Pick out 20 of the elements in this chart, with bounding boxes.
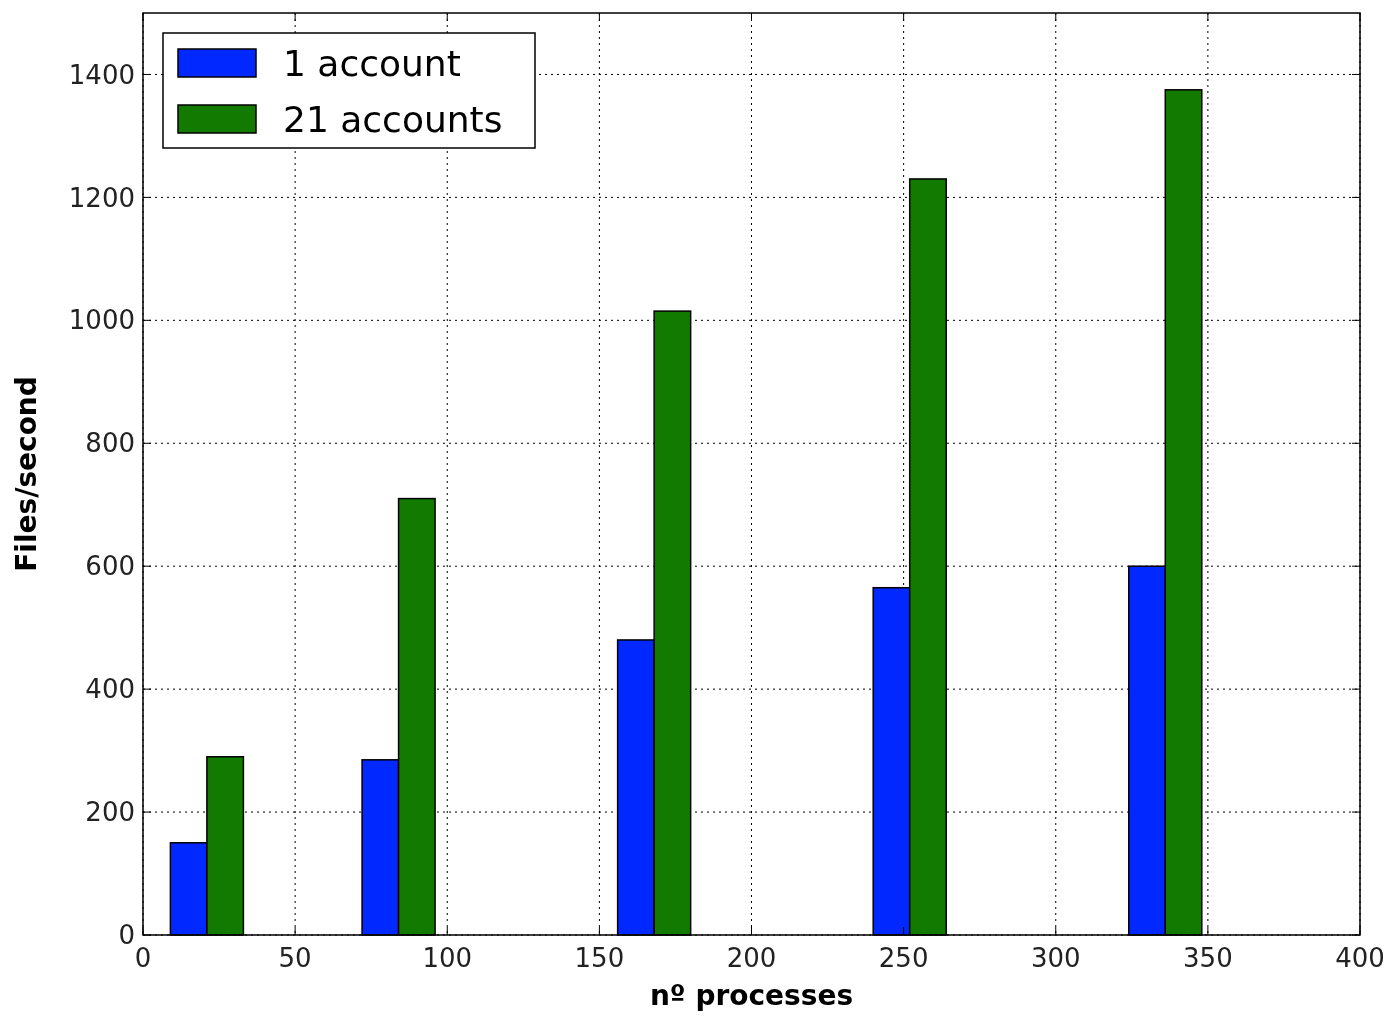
legend-label: 21 accounts [283,98,503,140]
x-axis-title: nº processes [649,979,854,1012]
x-tick-label: 350 [1183,943,1233,973]
y-axis-title: Files/second [10,376,43,572]
x-tick-label: 300 [1030,943,1081,973]
y-tick-label: 1000 [68,305,135,336]
legend-label: 1 account [283,42,461,84]
y-tick-label: 600 [85,551,135,582]
x-tick-label: 150 [574,943,625,973]
y-tick-label: 800 [85,428,135,459]
x-tick-label: 200 [726,943,777,973]
y-tick-label: 0 [118,920,135,951]
x-tick-label: 100 [422,943,473,973]
x-tick-label: 50 [278,943,312,973]
x-tick-label: 400 [1335,943,1385,973]
y-tick-label: 200 [85,797,135,828]
y-tick-label: 1200 [68,182,135,213]
x-tick-label: 250 [878,943,929,973]
y-tick-label: 400 [85,674,135,705]
y-tick-label: 1400 [68,59,135,90]
